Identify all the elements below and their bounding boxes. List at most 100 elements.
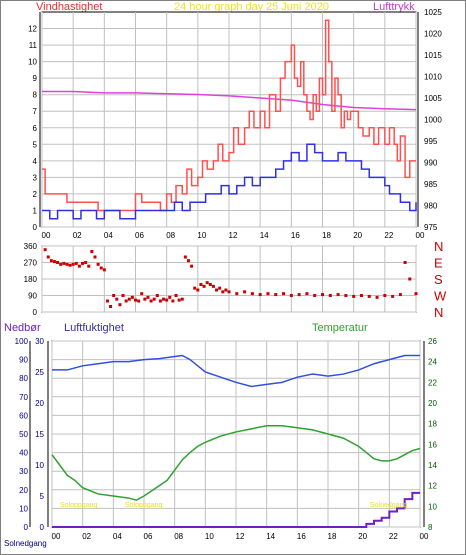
direction-point: [118, 303, 122, 307]
x-tick-label: 14: [260, 231, 269, 240]
rain-tick-label: 80: [19, 374, 28, 383]
direction-point: [359, 294, 363, 297]
direction-point: [121, 294, 125, 297]
direction-point: [162, 297, 166, 301]
direction-point: [77, 264, 81, 268]
direction-point: [96, 262, 100, 266]
x-tick-label: 10: [197, 231, 206, 240]
wind-pressure-panel: 0123456789101112975980985990995100010051…: [28, 8, 442, 240]
direction-point: [398, 293, 402, 297]
direction-point: [211, 284, 215, 288]
x-tick-label: 00: [416, 231, 425, 240]
date-label: 25 Juni 2020: [266, 1, 329, 13]
direction-point: [52, 260, 56, 264]
y-right-tick-label: 1005: [424, 94, 442, 103]
x-tick-label: 04: [113, 532, 122, 541]
pressure-label: Lufttrykk: [373, 1, 415, 13]
direction-point: [56, 261, 60, 264]
direction-label: N: [434, 239, 443, 254]
direction-label: S: [434, 272, 443, 287]
x-tick-label: 00: [52, 532, 61, 541]
temperature-tick-label: 12: [428, 482, 437, 491]
direction-point: [137, 299, 141, 303]
y-left-tick-label: 4: [33, 157, 38, 166]
y-right-tick-label: 1000: [424, 116, 442, 125]
x-tick-label: 02: [73, 231, 82, 240]
y-left-tick-label: 7: [33, 107, 38, 116]
temperature-tick-label: 22: [428, 378, 437, 387]
y-right-tick-label: 1025: [424, 8, 442, 17]
y-right-tick-label: 990: [424, 159, 438, 168]
y-left-tick-label: 3: [33, 173, 38, 182]
rain-tick-label: 10: [19, 504, 28, 513]
direction-point: [93, 255, 97, 259]
rain-tick-label: 20: [19, 486, 28, 495]
direction-point: [297, 293, 301, 297]
y-right-tick-label: 975: [424, 223, 438, 232]
temperature-tick-label: 10: [428, 502, 437, 511]
x-tick-label: 20: [353, 231, 362, 240]
direction-point: [62, 261, 66, 265]
wind-speed-label: Vindhastighet: [36, 1, 102, 13]
direction-point: [367, 294, 371, 298]
x-tick-label: 08: [174, 532, 183, 541]
direction-point: [59, 262, 63, 266]
direction-point: [146, 295, 150, 299]
direction-point: [202, 284, 206, 288]
direction-point: [143, 297, 147, 301]
direction-point: [250, 292, 254, 296]
x-tick-label: 20: [358, 532, 367, 541]
x-tick-label: 18: [322, 231, 331, 240]
direction-label: N: [434, 305, 443, 320]
y-left-tick-label: 6: [33, 124, 38, 133]
graph-title: 24 hour graph day: [174, 1, 264, 13]
humidity-tick-label: 30: [35, 337, 44, 346]
direction-point: [84, 261, 88, 264]
y-left-tick-label: 2: [33, 190, 38, 199]
direction-point: [74, 261, 78, 265]
direction-point: [218, 286, 222, 290]
direction-point: [190, 264, 194, 268]
direction-point: [46, 255, 50, 259]
direction-point: [403, 261, 407, 264]
rain-label: Nedbør: [4, 322, 41, 334]
x-tick-label: 02: [82, 532, 91, 541]
direction-point: [171, 299, 175, 303]
direction-point: [134, 298, 137, 302]
direction-point: [391, 294, 395, 298]
x-tick-label: 10: [205, 532, 214, 541]
direction-point: [193, 286, 197, 290]
direction-point: [321, 293, 324, 297]
humidity-tick-label: 15: [35, 430, 44, 439]
direction-point: [205, 281, 209, 285]
direction-point: [186, 259, 190, 263]
direction-point: [81, 261, 85, 265]
y-right-tick-label: 995: [424, 137, 438, 146]
direction-point: [243, 290, 247, 294]
humidity-tick-label: 20: [35, 399, 44, 408]
direction-point: [149, 299, 153, 303]
direction-point: [183, 255, 187, 259]
x-tick-label: 00: [42, 231, 51, 240]
humidity-tick-label: 5: [40, 492, 45, 501]
direction-point: [352, 294, 356, 298]
y-left-tick-label: 0: [33, 223, 38, 232]
direction-point: [221, 290, 225, 294]
temperature-tick-label: 24: [428, 358, 437, 367]
wind-speed-line: [42, 143, 417, 220]
humidity-temperature-panel: 0102030405060708090100051015202530810121…: [15, 337, 438, 541]
direction-point: [414, 292, 418, 296]
direction-point: [180, 297, 184, 301]
temperature-tick-label: 8: [428, 523, 433, 532]
direction-point: [266, 292, 270, 296]
direction-point: [282, 292, 286, 296]
direction-point: [124, 299, 128, 303]
y-tick-label: 0: [33, 308, 38, 317]
rain-tick-label: 50: [19, 430, 28, 439]
rain-tick-label: 60: [19, 411, 28, 420]
direction-point: [102, 268, 106, 272]
rain-tick-label: 0: [24, 523, 29, 532]
direction-point: [43, 248, 47, 252]
direction-point: [109, 305, 113, 308]
direction-point: [105, 299, 109, 303]
